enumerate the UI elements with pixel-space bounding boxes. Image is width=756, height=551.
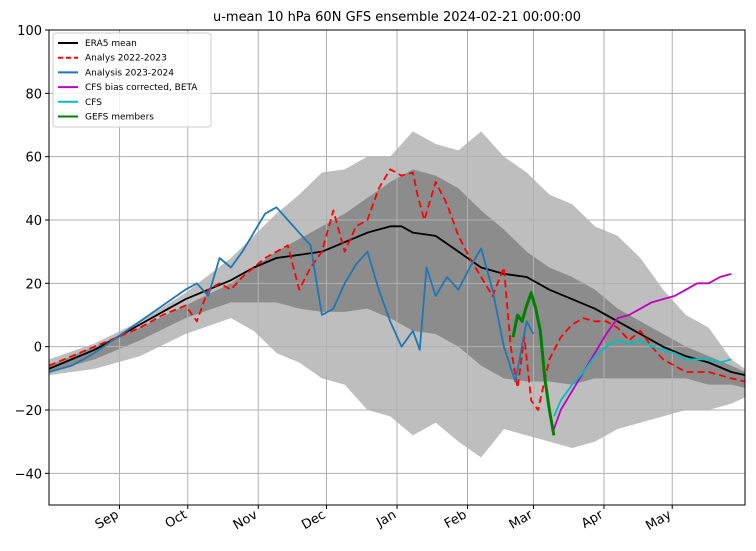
x-tick-label: May [643,507,674,534]
legend: ERA5 mean Analys 2022-2023 Analysis 2023-2… [52,32,212,128]
legend-label: GEFS members [85,113,154,123]
series-line-3 [553,272,732,430]
legend-label: CFS [85,98,102,108]
x-tick-label: Nov [231,507,261,533]
legend-label: Analys 2022-2023 [85,54,167,64]
series-line-4 [553,339,732,417]
y-tick-label: 0 [34,341,42,356]
x-tick-label: Sep [93,507,122,532]
series-line-0 [48,225,746,377]
x-tick-label: Dec [299,507,328,533]
legend-label: CFS bias corrected, BETA [85,83,198,93]
legend-label: Analysis 2023-2024 [85,68,174,78]
y-tick-label: 40 [25,214,42,229]
y-tick-label: 100 [17,24,42,39]
plot-area: −40 −20 0 20 40 60 80 100 Sep Oct Nov Dec Jan Feb Mar A… [15,24,746,534]
x-tick-label: Feb [442,507,469,532]
y-tick-label: 20 [25,277,42,292]
y-tick-label: 80 [25,87,42,102]
series-line-1 [48,168,746,411]
y-tick-label: −40 [15,467,42,482]
legend-box [52,32,212,128]
x-tick-label: Jan [373,507,399,531]
x-tick-label: Apr [579,507,607,532]
y-tick-label: −20 [15,404,42,419]
series-line-5 [511,291,556,436]
x-tick-label: Mar [507,507,536,533]
series-line-2 [48,206,535,383]
x-tick-label: Oct [163,507,190,531]
y-tick-label: 60 [25,151,42,166]
legend-label: ERA5 mean [85,39,137,49]
chart-title: u-mean 10 hPa 60N GFS ensemble 2024-02-2… [213,10,581,25]
